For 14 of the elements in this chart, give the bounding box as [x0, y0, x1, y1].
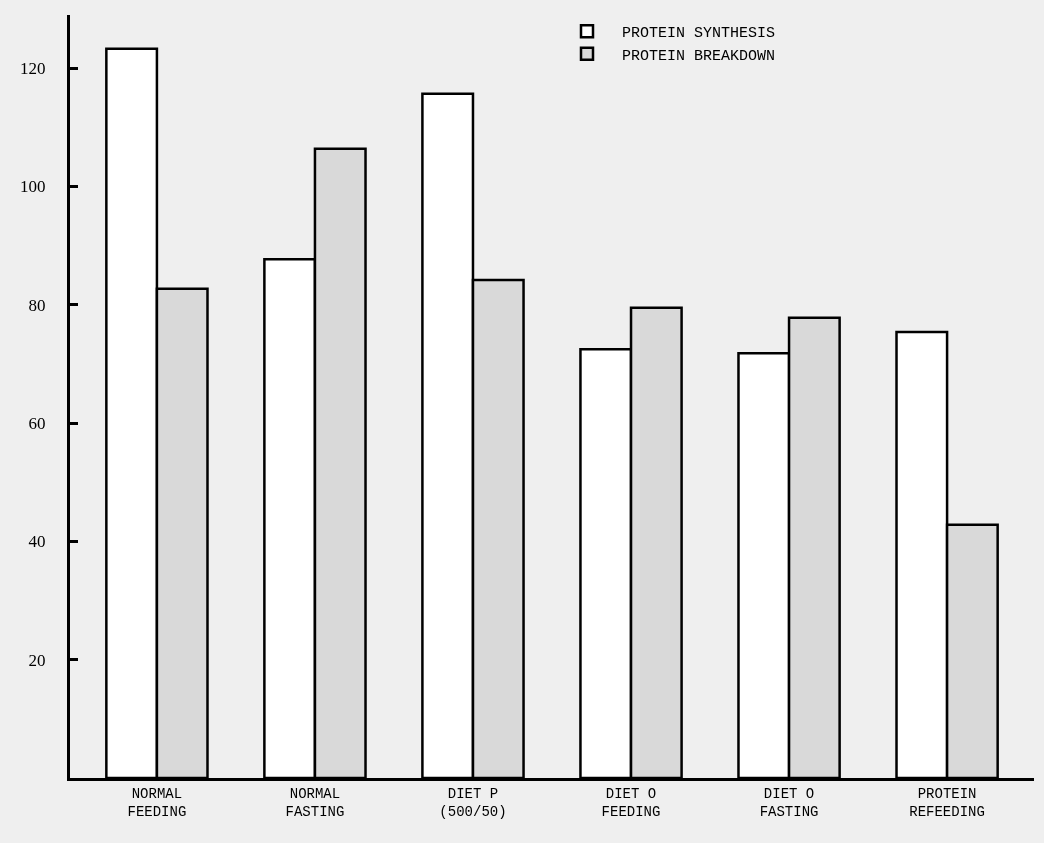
y-tick-label: 40 [28, 532, 46, 552]
x-tick-label: NORMAL FASTING [285, 785, 345, 820]
x-tick-label: NORMAL FEEDING [127, 785, 187, 820]
y-tick-label: 120 [20, 59, 46, 79]
x-tick-label: DIET O FASTING [759, 785, 819, 820]
x-tick-label: PROTEIN REFEEDING [909, 785, 985, 820]
x-tick-label: DIET O FEEDING [601, 785, 661, 820]
y-tick-label: 80 [28, 295, 46, 315]
y-tick-label: 100 [20, 177, 46, 197]
legend-label: PROTEIN SYNTHESIS [622, 25, 776, 43]
x-tick-label: DIET P (500/50) [439, 785, 507, 820]
y-tick-label: 20 [28, 650, 46, 670]
legend-label: PROTEIN BREAKDOWN [622, 47, 776, 65]
y-tick-label: 60 [28, 414, 46, 434]
